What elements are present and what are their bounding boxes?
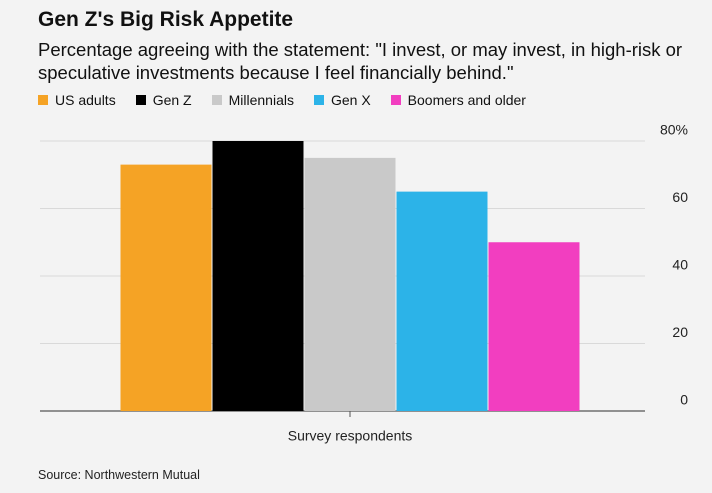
legend-item: Boomers and older: [390, 92, 526, 108]
legend-label: Boomers and older: [407, 92, 526, 108]
legend-swatch: [38, 95, 48, 105]
bar: [212, 141, 304, 411]
source-note: Source: Northwestern Mutual: [38, 468, 200, 482]
bar: [488, 242, 580, 411]
legend-item: US adults: [38, 92, 116, 108]
y-tick-label: 60: [672, 189, 688, 205]
legend-swatch: [211, 95, 222, 105]
y-tick-label: 40: [672, 257, 688, 273]
legend-label: US adults: [55, 92, 116, 108]
chart-title: Gen Z's Big Risk Appetite: [38, 8, 294, 31]
bar: [120, 164, 212, 411]
legend-swatch: [390, 95, 401, 105]
legend-swatch: [135, 95, 146, 105]
legend-label: Gen Z: [152, 92, 192, 108]
legend-swatch: [313, 95, 324, 105]
x-tick-label: Survey respondents: [288, 428, 413, 444]
legend-item: Millennials: [211, 92, 294, 108]
chart-subtitle: Percentage agreeing with the statement: …: [38, 39, 683, 83]
legend: US adults Gen Z Millennials Gen X Boomers an…: [38, 92, 526, 108]
bar: [396, 191, 488, 411]
legend-item: Gen Z: [135, 92, 192, 108]
bar: [304, 157, 396, 411]
legend-label: Gen X: [330, 92, 371, 108]
legend-item: Gen X: [313, 92, 371, 108]
y-tick-label: 80%: [660, 122, 688, 138]
y-tick-label: 20: [672, 324, 688, 340]
y-tick-label: 0: [680, 392, 688, 408]
legend-label: Millennials: [228, 92, 294, 108]
